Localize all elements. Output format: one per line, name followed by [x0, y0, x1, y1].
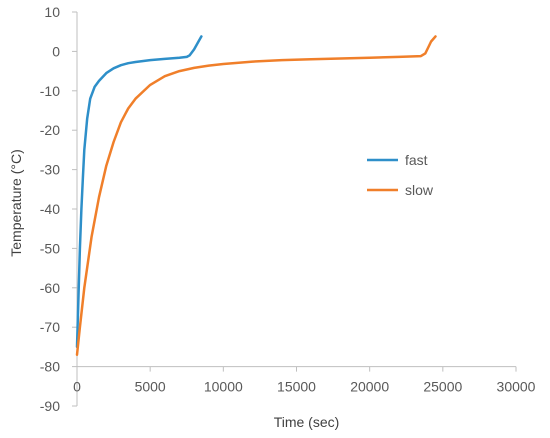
series-line-fast — [75, 35, 203, 349]
y-tick-label: -30 — [40, 162, 60, 178]
y-tick-label: -10 — [40, 83, 60, 99]
legend-label-fast: fast — [405, 152, 428, 168]
legend: fast slow — [367, 152, 434, 198]
x-tick-label: 30000 — [497, 379, 536, 395]
y-tick-label: -80 — [40, 359, 60, 375]
x-axis-label: Time (sec) — [274, 414, 340, 430]
y-tick-label: -50 — [40, 240, 60, 256]
x-tick-label: 20000 — [350, 379, 389, 395]
y-axis-label: Temperature (°C) — [8, 149, 24, 257]
series-line-slow — [75, 35, 437, 357]
x-tick-label: 0 — [73, 379, 81, 395]
y-tick-label: -40 — [40, 201, 60, 217]
x-tick-label: 5000 — [135, 379, 166, 395]
x-tick-label: 10000 — [204, 379, 243, 395]
y-tick-label: -90 — [40, 398, 60, 414]
y-tick-label: -20 — [40, 122, 60, 138]
x-tick-label: 15000 — [277, 379, 316, 395]
y-tick-label: -60 — [40, 280, 60, 296]
y-tick-label: -70 — [40, 319, 60, 335]
y-tick-label: 10 — [44, 4, 60, 20]
y-tick-label: 0 — [52, 43, 60, 59]
x-tick-label: 25000 — [423, 379, 462, 395]
legend-label-slow: slow — [405, 182, 434, 198]
axes: 10 0 -10 -20 -30 -40 -50 -60 -70 -80 -90 0 5000 10000… — [40, 4, 536, 414]
series-layer — [75, 35, 437, 357]
